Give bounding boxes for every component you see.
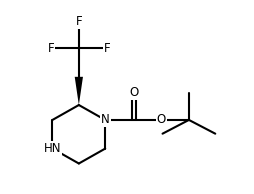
Text: F: F [104,42,110,55]
Text: F: F [47,42,54,55]
Text: F: F [75,15,82,28]
Text: N: N [101,113,109,126]
Text: HN: HN [44,142,61,155]
Polygon shape [75,77,83,105]
Text: O: O [157,113,166,126]
Text: O: O [129,86,138,99]
